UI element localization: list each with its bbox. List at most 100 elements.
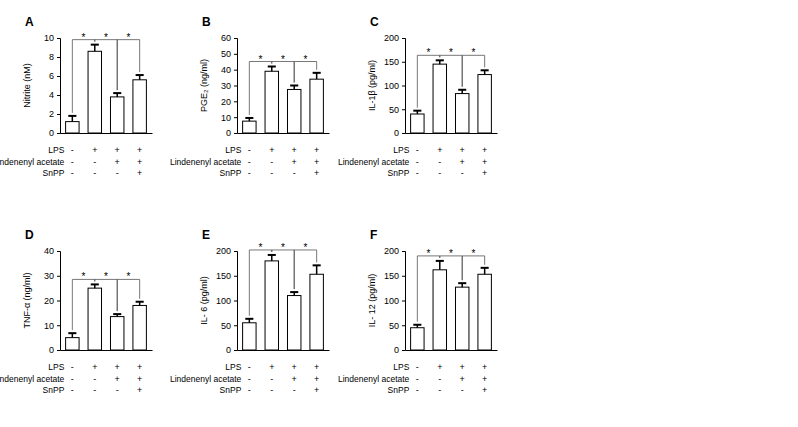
- y-tick-mark: [234, 70, 237, 71]
- y-tick-mark: [402, 109, 405, 110]
- treatment-sign: -: [248, 374, 251, 384]
- treatment-sign: +: [460, 374, 465, 384]
- y-tick-label: 150: [384, 271, 399, 281]
- error-cap: [136, 74, 144, 76]
- y-tick-label: 30: [221, 81, 231, 91]
- treatment-sign: -: [270, 374, 273, 384]
- error-cap: [68, 332, 76, 334]
- significance-bracket: [272, 250, 294, 289]
- bar: [433, 64, 446, 133]
- y-tick: 0: [226, 128, 237, 138]
- y-tick: 50: [389, 105, 405, 115]
- bar: [66, 122, 79, 133]
- y-tick: 50: [221, 49, 237, 59]
- treatment-sign: +: [115, 374, 120, 384]
- y-tick-mark: [234, 38, 237, 39]
- treatment-sign: +: [482, 145, 487, 155]
- x-axis-line: [238, 350, 330, 351]
- error-cap: [91, 44, 99, 46]
- significance-label: *: [82, 271, 86, 282]
- y-tick: 200: [384, 246, 405, 256]
- y-tick-label: 10: [44, 33, 54, 43]
- treatment-sign: -: [71, 362, 74, 372]
- treatment-sign: +: [92, 145, 97, 155]
- y-tick: 40: [221, 65, 237, 75]
- y-tick-label: 6: [49, 71, 54, 81]
- significance-bracket: [72, 279, 94, 330]
- treatment-label: Lindenenyl acetate: [170, 374, 242, 384]
- x-axis-line: [406, 133, 498, 134]
- y-tick-label: 0: [49, 345, 54, 355]
- panel-title: A: [25, 15, 34, 29]
- plot-area: [243, 67, 324, 134]
- treatment-label: Lindenenyl acetate: [0, 157, 65, 167]
- error-bar: [290, 292, 298, 295]
- treatment-sign: +: [314, 168, 319, 178]
- treatment-sign: +: [482, 157, 487, 167]
- error-cap: [113, 313, 121, 315]
- treatment-sign: +: [92, 362, 97, 372]
- treatment-sign: +: [437, 362, 442, 372]
- treatment-sign: +: [292, 374, 297, 384]
- treatment-label: LPS: [393, 145, 409, 155]
- y-tick-mark: [234, 350, 237, 351]
- y-tick-label: 0: [226, 345, 231, 355]
- y-tick-label: 8: [49, 52, 54, 62]
- y-tick-label: 150: [384, 57, 399, 67]
- y-axis-title: Nitrite (nM): [22, 63, 32, 108]
- treatment-sign: +: [137, 157, 142, 167]
- treatment-sign: -: [293, 385, 296, 395]
- y-tick-label: 0: [226, 128, 231, 138]
- y-tick-mark: [234, 133, 237, 134]
- treatment-label: SnPP: [388, 385, 410, 395]
- bar: [455, 94, 468, 133]
- y-axis-title: IL-1β (pg/ml): [367, 60, 377, 111]
- significance-label: *: [281, 242, 285, 253]
- treatment-sign: +: [137, 385, 142, 395]
- y-axis-title: IL- 12 (pg/ml): [367, 274, 377, 328]
- treatment-sign: -: [248, 168, 251, 178]
- significance-bracket: [462, 55, 484, 86]
- error-bar: [245, 118, 253, 121]
- treatment-sign: -: [248, 145, 251, 155]
- significance-label: *: [126, 271, 130, 282]
- error-bar: [136, 75, 144, 80]
- y-tick: 150: [384, 57, 405, 67]
- significance-label: *: [259, 242, 263, 253]
- x-axis-line: [61, 350, 153, 351]
- y-tick: 0: [49, 128, 60, 138]
- treatment-sign: -: [116, 385, 119, 395]
- error-bar: [245, 319, 253, 323]
- treatment-sign: -: [71, 157, 74, 167]
- y-axis: 010203040: [44, 246, 61, 355]
- significance-label: *: [427, 248, 431, 259]
- y-tick: 100: [384, 296, 405, 306]
- bar: [88, 288, 101, 350]
- y-tick-label: 50: [221, 49, 231, 59]
- significance-bracket: [272, 62, 294, 83]
- significance-bracket: [95, 40, 117, 90]
- bar: [265, 71, 278, 133]
- y-tick-mark: [57, 350, 60, 351]
- treatment-label: LPS: [225, 145, 241, 155]
- treatment-sign: +: [269, 145, 274, 155]
- significance-label: *: [449, 47, 453, 58]
- y-tick-mark: [57, 276, 60, 277]
- panel: 050100150200***CIL-1β (pg/ml)LPS-+++Lind…: [338, 15, 498, 178]
- error-cap: [245, 318, 253, 320]
- treatment-sign: -: [416, 362, 419, 372]
- y-tick-label: 100: [216, 296, 231, 306]
- significance-bracket: [440, 256, 462, 280]
- treatment-label: LPS: [48, 362, 64, 372]
- treatment-label: SnPP: [220, 385, 242, 395]
- significance-bracket: [462, 256, 484, 280]
- significance-bracket: [417, 256, 439, 322]
- treatment-sign: +: [482, 374, 487, 384]
- y-tick-label: 50: [389, 105, 399, 115]
- treatment-sign: -: [438, 168, 441, 178]
- x-axis-line: [61, 133, 153, 134]
- error-bar: [481, 70, 489, 74]
- panel-title: B: [202, 15, 211, 29]
- error-cap: [290, 291, 298, 293]
- treatment-sign: +: [115, 362, 120, 372]
